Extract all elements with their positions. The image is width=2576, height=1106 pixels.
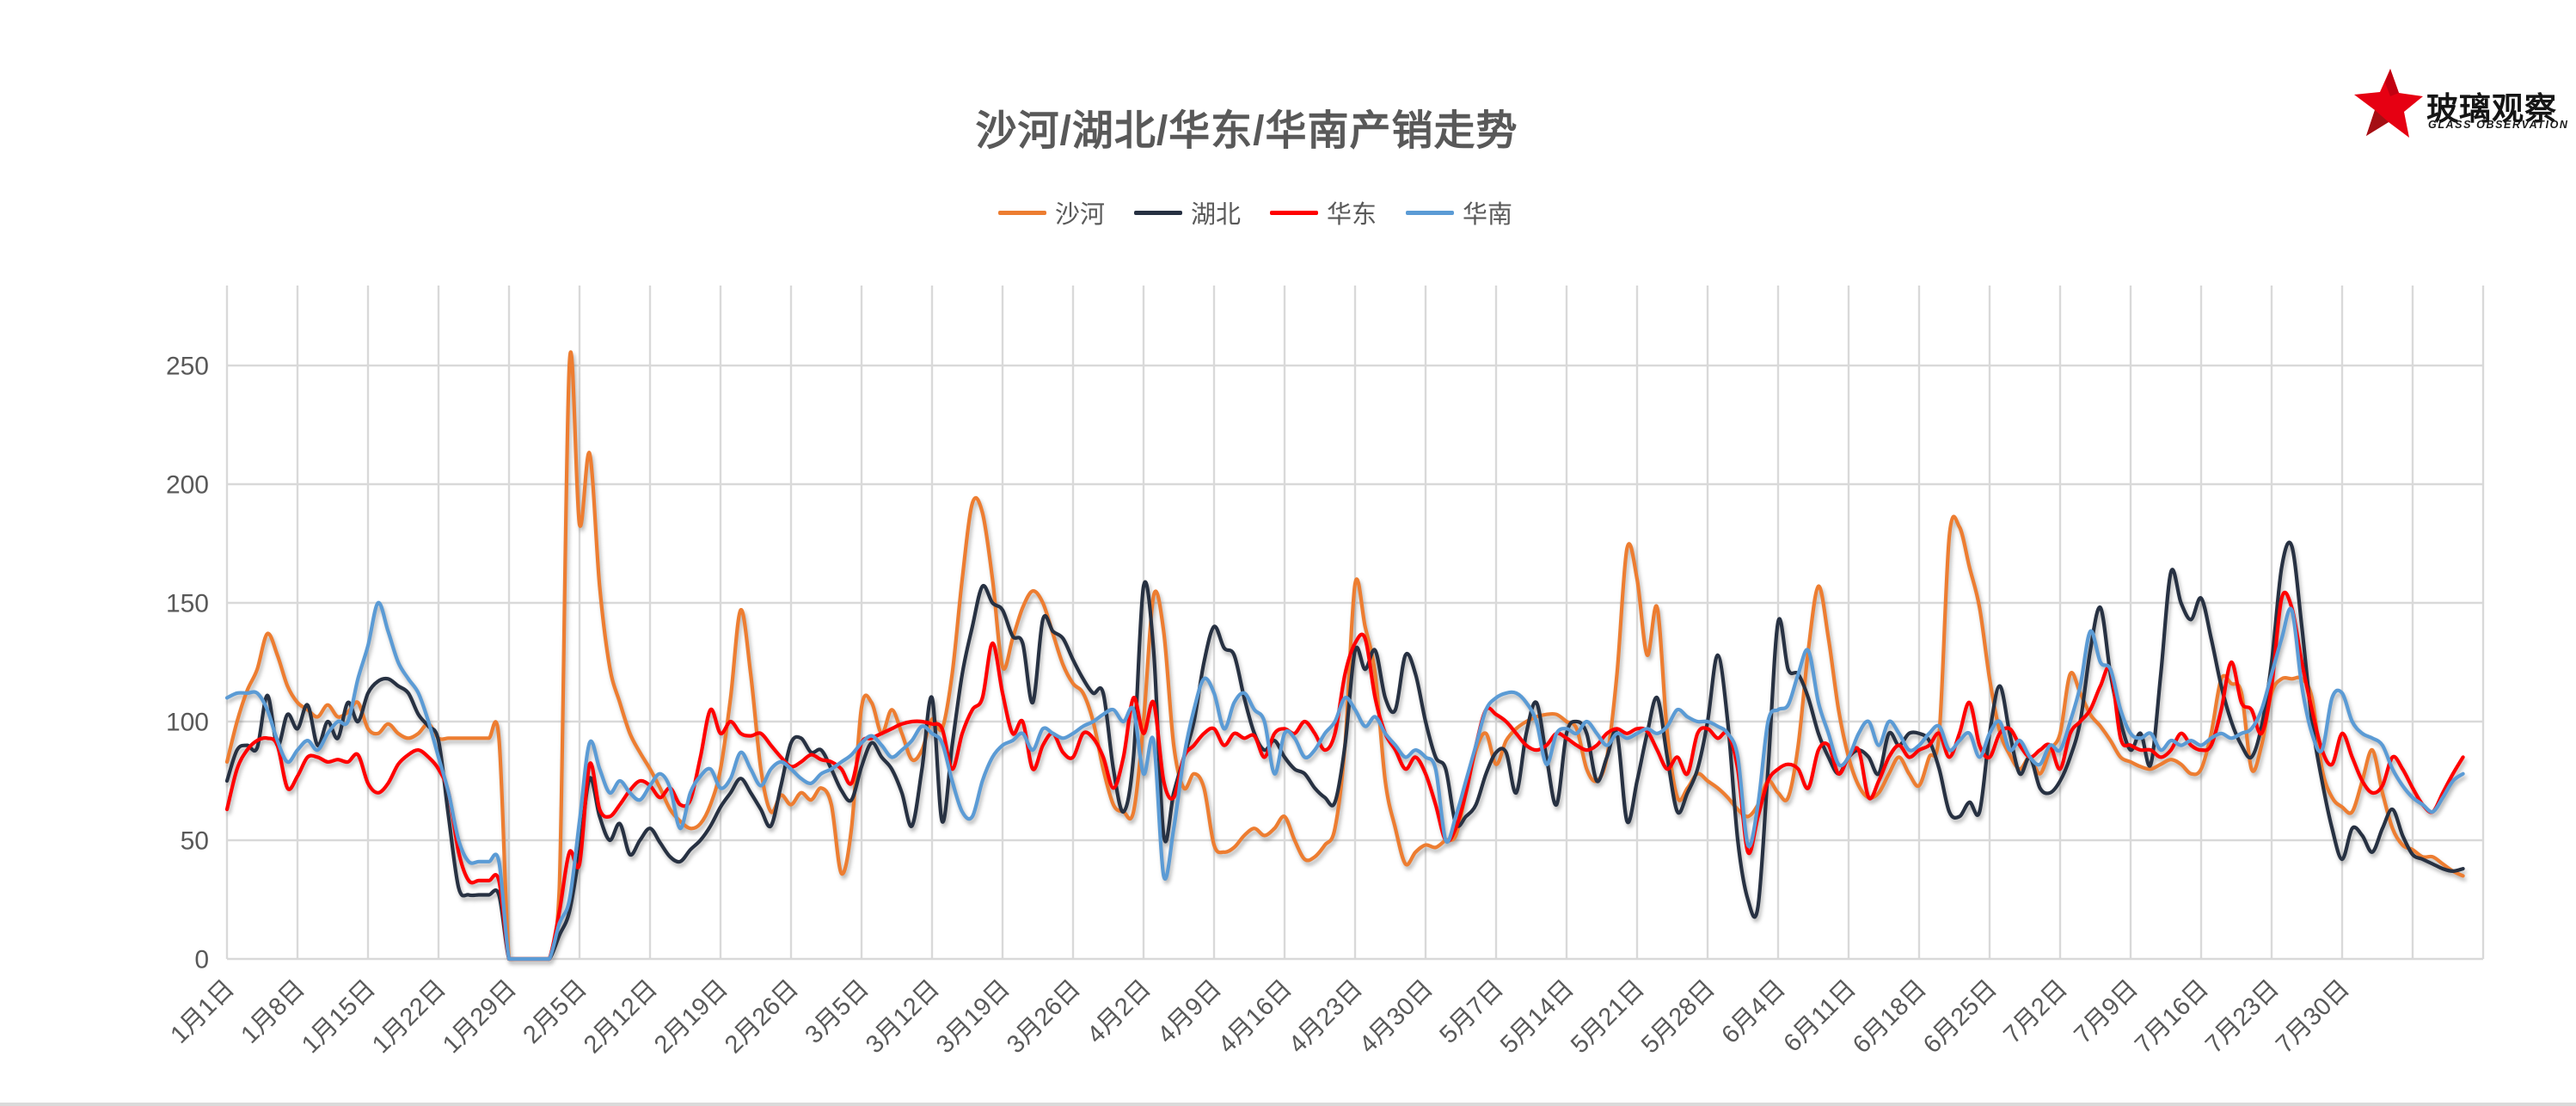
- x-tick-label: 6月25日: [1918, 974, 2003, 1059]
- x-tick-label: 1月29日: [438, 974, 522, 1059]
- series-line-huanan: [224, 600, 2465, 962]
- series-line-hubei: [224, 540, 2465, 962]
- y-tick-label: 0: [194, 946, 209, 974]
- x-tick-label: 3月26日: [1002, 974, 1086, 1059]
- legend-swatch-huanan: [1406, 210, 1455, 215]
- x-tick-label: 1月22日: [367, 974, 451, 1059]
- legend-item-shahe: 沙河: [997, 194, 1105, 230]
- x-tick-label: 3月12日: [861, 974, 945, 1059]
- axis-labels: 0501001502002501月1日1月8日1月15日1月22日1月29日2月…: [165, 353, 2354, 1060]
- x-tick-label: 4月23日: [1284, 974, 1368, 1059]
- legend-swatch-huadong: [1270, 210, 1318, 215]
- x-tick-label: 6月18日: [1848, 974, 1932, 1059]
- chart-title: 沙河/湖北/华东/华南产销走势: [975, 108, 1518, 154]
- x-tick-label: 5月21日: [1566, 974, 1650, 1059]
- legend-label-huadong: 华东: [1327, 201, 1377, 229]
- x-tick-label: 4月16日: [1213, 974, 1297, 1059]
- x-tick-label: 2月26日: [720, 974, 804, 1059]
- legend-item-huanan: 华南: [1406, 194, 1512, 230]
- brand-logo: 玻璃观察 GLASS OBSERVATION: [2352, 67, 2567, 144]
- glass-observation-star-icon: [2354, 69, 2423, 138]
- brand-name: 玻璃观察: [2426, 91, 2557, 126]
- legend-label-hubei: 湖北: [1190, 201, 1241, 229]
- y-tick-label: 200: [166, 471, 209, 500]
- legend-item-hubei: 湖北: [1133, 194, 1241, 230]
- series-lines: [224, 350, 2465, 962]
- x-tick-label: 7月16日: [2130, 974, 2214, 1059]
- y-tick-label: 100: [166, 709, 209, 737]
- legend-swatch-hubei: [1133, 210, 1182, 215]
- brand-subtitle: GLASS OBSERVATION: [2428, 119, 2569, 131]
- x-tick-label: 6月11日: [1779, 974, 1861, 1057]
- legend-swatch-shahe: [997, 210, 1046, 215]
- legend-label-huanan: 华南: [1463, 201, 1513, 229]
- x-tick-label: 3月19日: [931, 974, 1015, 1059]
- series-line-huadong: [224, 590, 2465, 962]
- x-tick-label: 1月15日: [297, 974, 381, 1059]
- x-tick-label: 4月30日: [1354, 974, 1438, 1059]
- x-tick-label: 2月19日: [649, 974, 733, 1059]
- y-tick-label: 150: [166, 590, 209, 618]
- gridlines: [225, 286, 2485, 961]
- x-tick-label: 7月30日: [2271, 974, 2355, 1059]
- window-bottom-edge: [0, 1103, 2576, 1106]
- chart-legend: 沙河 湖北 华东 华南: [894, 194, 1616, 230]
- x-tick-label: 5月28日: [1636, 974, 1720, 1059]
- legend-item-huadong: 华东: [1270, 194, 1377, 230]
- x-tick-label: 1月1日: [165, 974, 239, 1048]
- x-tick-label: 2月12日: [579, 974, 663, 1059]
- x-tick-label: 7月2日: [1998, 974, 2072, 1048]
- x-tick-label: 5月14日: [1495, 974, 1579, 1059]
- legend-label-shahe: 沙河: [1054, 201, 1105, 229]
- x-tick-label: 7月23日: [2200, 974, 2285, 1059]
- series-line-shahe: [224, 350, 2465, 962]
- y-tick-label: 250: [166, 353, 209, 381]
- y-tick-label: 50: [181, 827, 209, 856]
- x-tick-label: 4月2日: [1082, 974, 1156, 1048]
